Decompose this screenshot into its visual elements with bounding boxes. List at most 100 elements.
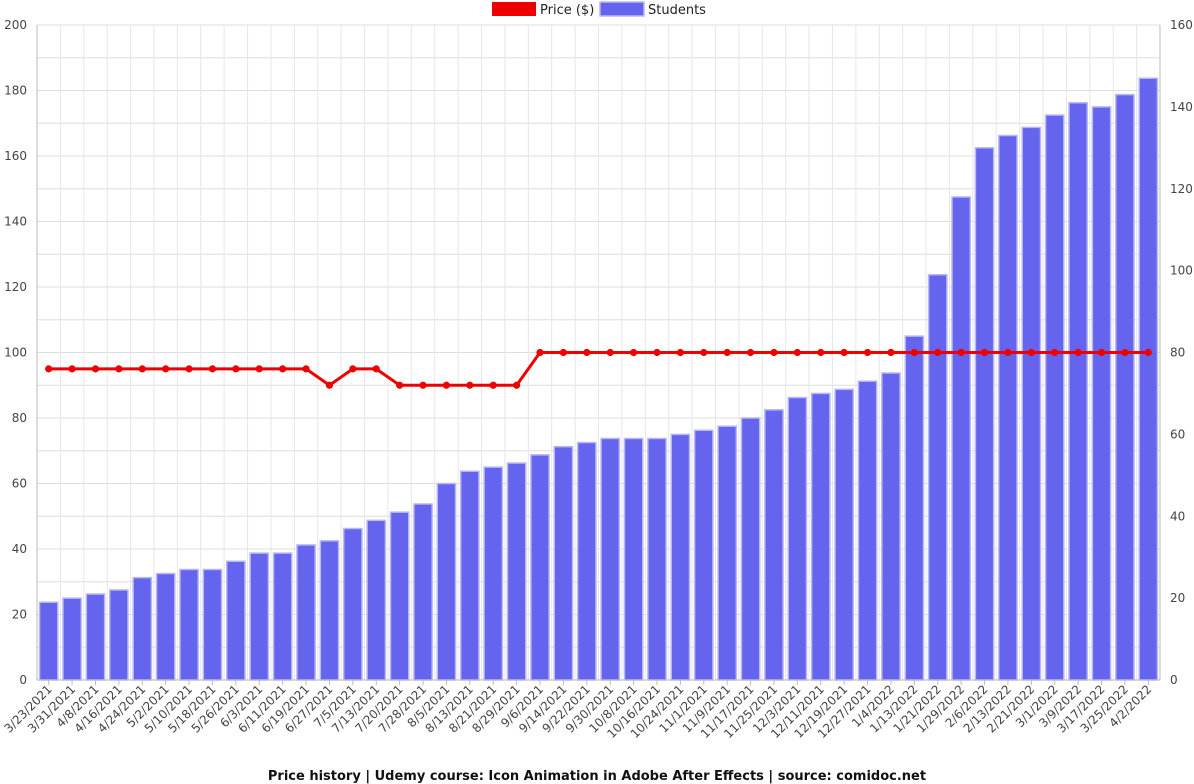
price-point — [489, 381, 497, 389]
left-tick-label: 20 — [12, 608, 27, 622]
legend-label-price: Price ($) — [540, 3, 594, 18]
students-bar — [600, 437, 621, 681]
students-bar — [530, 454, 550, 681]
left-tick-label: 180 — [4, 84, 27, 98]
price-point — [208, 365, 217, 373]
students-bar — [717, 425, 738, 681]
students-bar — [857, 380, 878, 681]
students-bar — [623, 437, 644, 681]
price-point — [91, 365, 100, 373]
students-bar — [366, 519, 387, 681]
price-point — [840, 348, 848, 357]
students-bar — [155, 572, 176, 681]
price-point — [162, 365, 170, 373]
right-tick-label: 100 — [1170, 264, 1193, 278]
price-point — [770, 348, 778, 357]
price-point — [957, 348, 965, 357]
students-bar — [179, 568, 199, 681]
students-bar — [553, 445, 574, 681]
students-bar — [202, 568, 223, 681]
price-point — [138, 365, 146, 373]
students-bar — [413, 503, 433, 681]
price-point — [1027, 348, 1035, 357]
students-bar — [109, 589, 129, 681]
price-point — [606, 348, 614, 357]
left-tick-label: 80 — [12, 411, 27, 425]
students-bar — [389, 511, 410, 681]
price-point — [255, 365, 263, 373]
legend-swatch-students — [599, 1, 645, 17]
legend-swatch-price — [492, 2, 536, 16]
price-point — [793, 348, 801, 357]
price-point — [325, 381, 334, 389]
price-line-path — [48, 351, 1149, 387]
students-bar — [1115, 93, 1135, 681]
students-bar — [881, 372, 901, 681]
students-bar — [576, 441, 597, 681]
left-tick-label: 200 — [4, 18, 27, 32]
left-tick-label: 40 — [12, 542, 27, 556]
students-bar — [38, 601, 59, 681]
students-bar — [1068, 102, 1088, 681]
price-point — [45, 365, 53, 373]
students-bar — [670, 433, 691, 681]
students-bar — [904, 335, 925, 681]
price-point — [817, 348, 825, 357]
students-bar — [764, 409, 784, 681]
price-point — [746, 348, 755, 357]
legend: Price ($) Students — [492, 1, 706, 18]
right-tick-label: 20 — [1170, 591, 1185, 605]
price-point — [232, 365, 240, 373]
right-tick-label: 80 — [1170, 346, 1185, 360]
students-bar — [647, 437, 667, 681]
students-bar — [132, 576, 153, 681]
students-bar — [483, 466, 504, 681]
students-bar — [740, 417, 761, 681]
students-bar — [927, 273, 948, 681]
price-point — [419, 381, 427, 389]
students-bar — [506, 462, 527, 681]
price-point — [1074, 348, 1082, 357]
students-bar — [459, 470, 480, 681]
price-point — [653, 348, 661, 357]
left-tick-label: 120 — [4, 280, 27, 294]
students-bar — [319, 540, 340, 681]
students-bar — [834, 388, 855, 681]
price-point — [279, 365, 287, 373]
price-point — [115, 365, 123, 373]
left-tick-label: 0 — [19, 673, 27, 687]
price-point — [934, 348, 942, 357]
students-bar — [998, 134, 1018, 681]
price-point — [349, 365, 357, 373]
price-point — [559, 348, 568, 357]
price-point — [513, 381, 521, 389]
price-point — [536, 348, 544, 357]
price-point — [887, 348, 895, 357]
price-point — [1144, 348, 1152, 357]
price-point — [185, 365, 193, 373]
price-point — [1004, 348, 1012, 357]
price-point — [863, 348, 872, 357]
price-point — [910, 348, 918, 357]
students-bar — [1091, 106, 1112, 681]
price-point — [583, 348, 591, 357]
students-bar — [1138, 77, 1159, 681]
students-bar — [693, 429, 714, 681]
students-bar — [951, 196, 972, 681]
students-bar — [436, 482, 457, 681]
price-point — [676, 348, 684, 357]
price-point — [980, 348, 989, 357]
left-tick-label: 100 — [4, 346, 27, 360]
students-bar — [272, 552, 293, 681]
price-point — [1121, 348, 1129, 357]
price-point — [1097, 348, 1106, 357]
students-bar — [62, 597, 82, 681]
students-bar — [296, 544, 316, 681]
students-bar — [1021, 126, 1042, 681]
legend-label-students: Students — [648, 3, 706, 18]
students-bar — [342, 527, 363, 681]
price-point — [629, 348, 638, 357]
students-bar — [974, 147, 995, 681]
price-point — [723, 348, 731, 357]
